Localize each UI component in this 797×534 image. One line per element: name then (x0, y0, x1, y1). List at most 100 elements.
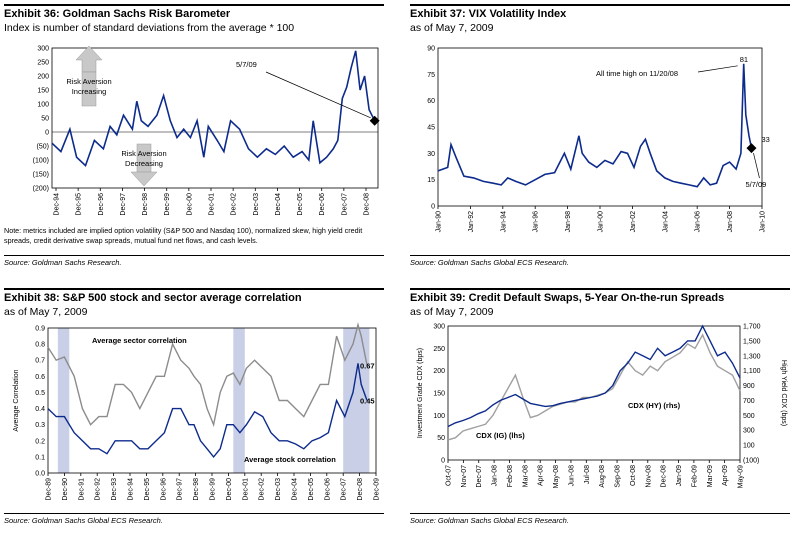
y-tick-label: 1,500 (743, 338, 761, 345)
source-rule (410, 255, 790, 256)
y-axis-title-right: High Yield CDX (bps) (780, 360, 787, 426)
x-tick-label: Dec-95 (144, 478, 151, 501)
x-tick-label: Dec-04 (292, 478, 299, 501)
y-tick-label: (200) (33, 186, 49, 193)
x-tick-label: Dec-03 (275, 478, 282, 501)
x-tick-label: Jun-08 (568, 465, 575, 487)
source-text: Source: Goldman Sachs Global ECS Researc… (410, 516, 569, 525)
label-cdx-ig: CDX (IG) (lhs) (476, 431, 525, 440)
x-tick-label: Apr-09 (722, 465, 729, 486)
exhibit-subtitle: as of May 7, 2009 (4, 306, 88, 318)
x-tick-label: Dec-97 (120, 193, 127, 216)
panel-cdx: Exhibit 39: Credit Default Swaps, 5-Year… (410, 288, 790, 530)
panel-risk-barometer: Exhibit 36: Goldman Sachs Risk Barometer… (4, 4, 384, 270)
cdx-hy-line (447, 324, 741, 428)
source-rule (410, 513, 790, 514)
x-tick-label: Dec-02 (259, 478, 266, 501)
x-tick-label: Mar-09 (707, 465, 714, 487)
cdx-ig-line (447, 333, 741, 441)
x-tick-label: Dec-98 (142, 193, 149, 216)
y-tick-label: 0.0 (35, 471, 45, 478)
last-pointer-line (753, 152, 760, 179)
y-tick-label: (150) (33, 172, 49, 179)
x-tick-label: Jan-98 (565, 211, 572, 233)
y-tick-label: 100 (433, 413, 445, 420)
x-tick-label: Dec-96 (98, 193, 105, 216)
exhibit-subtitle: as of May 7, 2009 (410, 306, 494, 318)
x-tick-label: Dec-95 (76, 193, 83, 216)
x-tick-label: Dec-02 (231, 193, 238, 216)
y-tick-label: 150 (37, 88, 49, 95)
x-tick-label: Dec-89 (46, 478, 53, 501)
x-tick-label: Dec-93 (111, 478, 118, 501)
y-tick-label: 60 (427, 98, 435, 105)
y-tick-label: 1,100 (743, 368, 761, 375)
x-tick-label: Jan-90 (436, 211, 443, 233)
y-tick-label: 15 (427, 177, 435, 184)
y-tick-label: (100) (743, 458, 759, 465)
x-tick-label: Dec-08 (364, 193, 371, 216)
x-tick-label: Dec-06 (319, 193, 326, 216)
y-tick-label: 300 (37, 46, 49, 53)
y-tick-label: 0.2 (35, 438, 45, 445)
plot-frame (447, 325, 741, 461)
header-rule (4, 4, 384, 6)
vix-line (437, 63, 753, 188)
x-tick-label: Nov-07 (461, 465, 468, 488)
y-tick-label: 0 (45, 130, 49, 137)
x-tick-label: Jan-00 (598, 211, 605, 233)
source-text: Source: Goldman Sachs Research. (4, 258, 122, 267)
x-tick-label: Sep-08 (615, 465, 622, 488)
y-tick-label: 300 (433, 324, 445, 331)
y-tick-label: 50 (437, 435, 445, 442)
y-tick-label: 75 (427, 72, 435, 79)
recession-shade (57, 328, 70, 473)
x-tick-label: Dec-03 (253, 193, 260, 216)
x-tick-label: Oct-08 (630, 465, 637, 486)
y-tick-label: 0.7 (35, 358, 45, 365)
x-tick-label: Jan-02 (630, 211, 637, 233)
sector-last-value: 0.67 (360, 361, 375, 370)
x-tick-label: Dec-99 (210, 478, 217, 501)
y-axis-title-left: Investment Grade CDX (bps) (417, 348, 424, 438)
y-tick-label: 200 (37, 74, 49, 81)
y-tick-label: 0 (431, 204, 435, 211)
risk-barometer-line (51, 50, 376, 168)
risk-barometer-chart: 300 250 200 150 100 50 0 (50) (100) (150) (200) Dec… (33, 46, 380, 216)
annotation-all-time-high: All time high on 11/20/08 (596, 69, 678, 78)
plot-frame (47, 327, 377, 474)
y-tick-label: 700 (743, 398, 755, 405)
recession-shade (233, 328, 245, 473)
stock-correlation-line (47, 363, 368, 459)
label-sector-correlation: Average sector correlation (92, 336, 187, 345)
x-tick-label: Jan-06 (695, 211, 702, 233)
x-tick-label: Feb-09 (691, 465, 698, 487)
x-tick-label: Dec-94 (54, 193, 61, 216)
x-tick-label: Dec-01 (209, 193, 216, 216)
x-tick-label: Dec-92 (95, 478, 102, 501)
exhibit-title: Exhibit 37: VIX Volatility Index (410, 8, 567, 20)
x-tick-label: Dec-05 (297, 193, 304, 216)
plot-frame (51, 47, 379, 189)
x-tick-label: Dec-08 (661, 465, 668, 488)
y-tick-label: 1,300 (743, 353, 761, 360)
x-tick-label: Dec-90 (62, 478, 69, 501)
x-tick-label: Dec-05 (308, 478, 315, 501)
x-tick-label: May-08 (553, 465, 560, 488)
y-tick-label: (50) (37, 144, 49, 151)
annotation-peak-value: 81 (740, 55, 748, 64)
label-cdx-hy: CDX (HY) (rhs) (628, 401, 681, 410)
x-tick-label: Dec-08 (357, 478, 364, 501)
x-tick-label: Feb-08 (507, 465, 514, 487)
last-point-marker (746, 143, 757, 154)
source-text: Source: Goldman Sachs Global ECS Researc… (4, 516, 163, 525)
source-text: Source: Goldman Sachs Global ECS Researc… (410, 258, 569, 267)
x-tick-label: Jan-04 (662, 211, 669, 233)
y-tick-label: 1,700 (743, 324, 761, 331)
y-tick-label: 0.6 (35, 374, 45, 381)
header-rule (4, 288, 384, 290)
y-tick-label: 150 (433, 391, 445, 398)
y-tick-label: 500 (743, 413, 755, 420)
x-tick-label: Jan-92 (468, 211, 475, 233)
exhibit-subtitle: as of May 7, 2009 (410, 22, 494, 34)
